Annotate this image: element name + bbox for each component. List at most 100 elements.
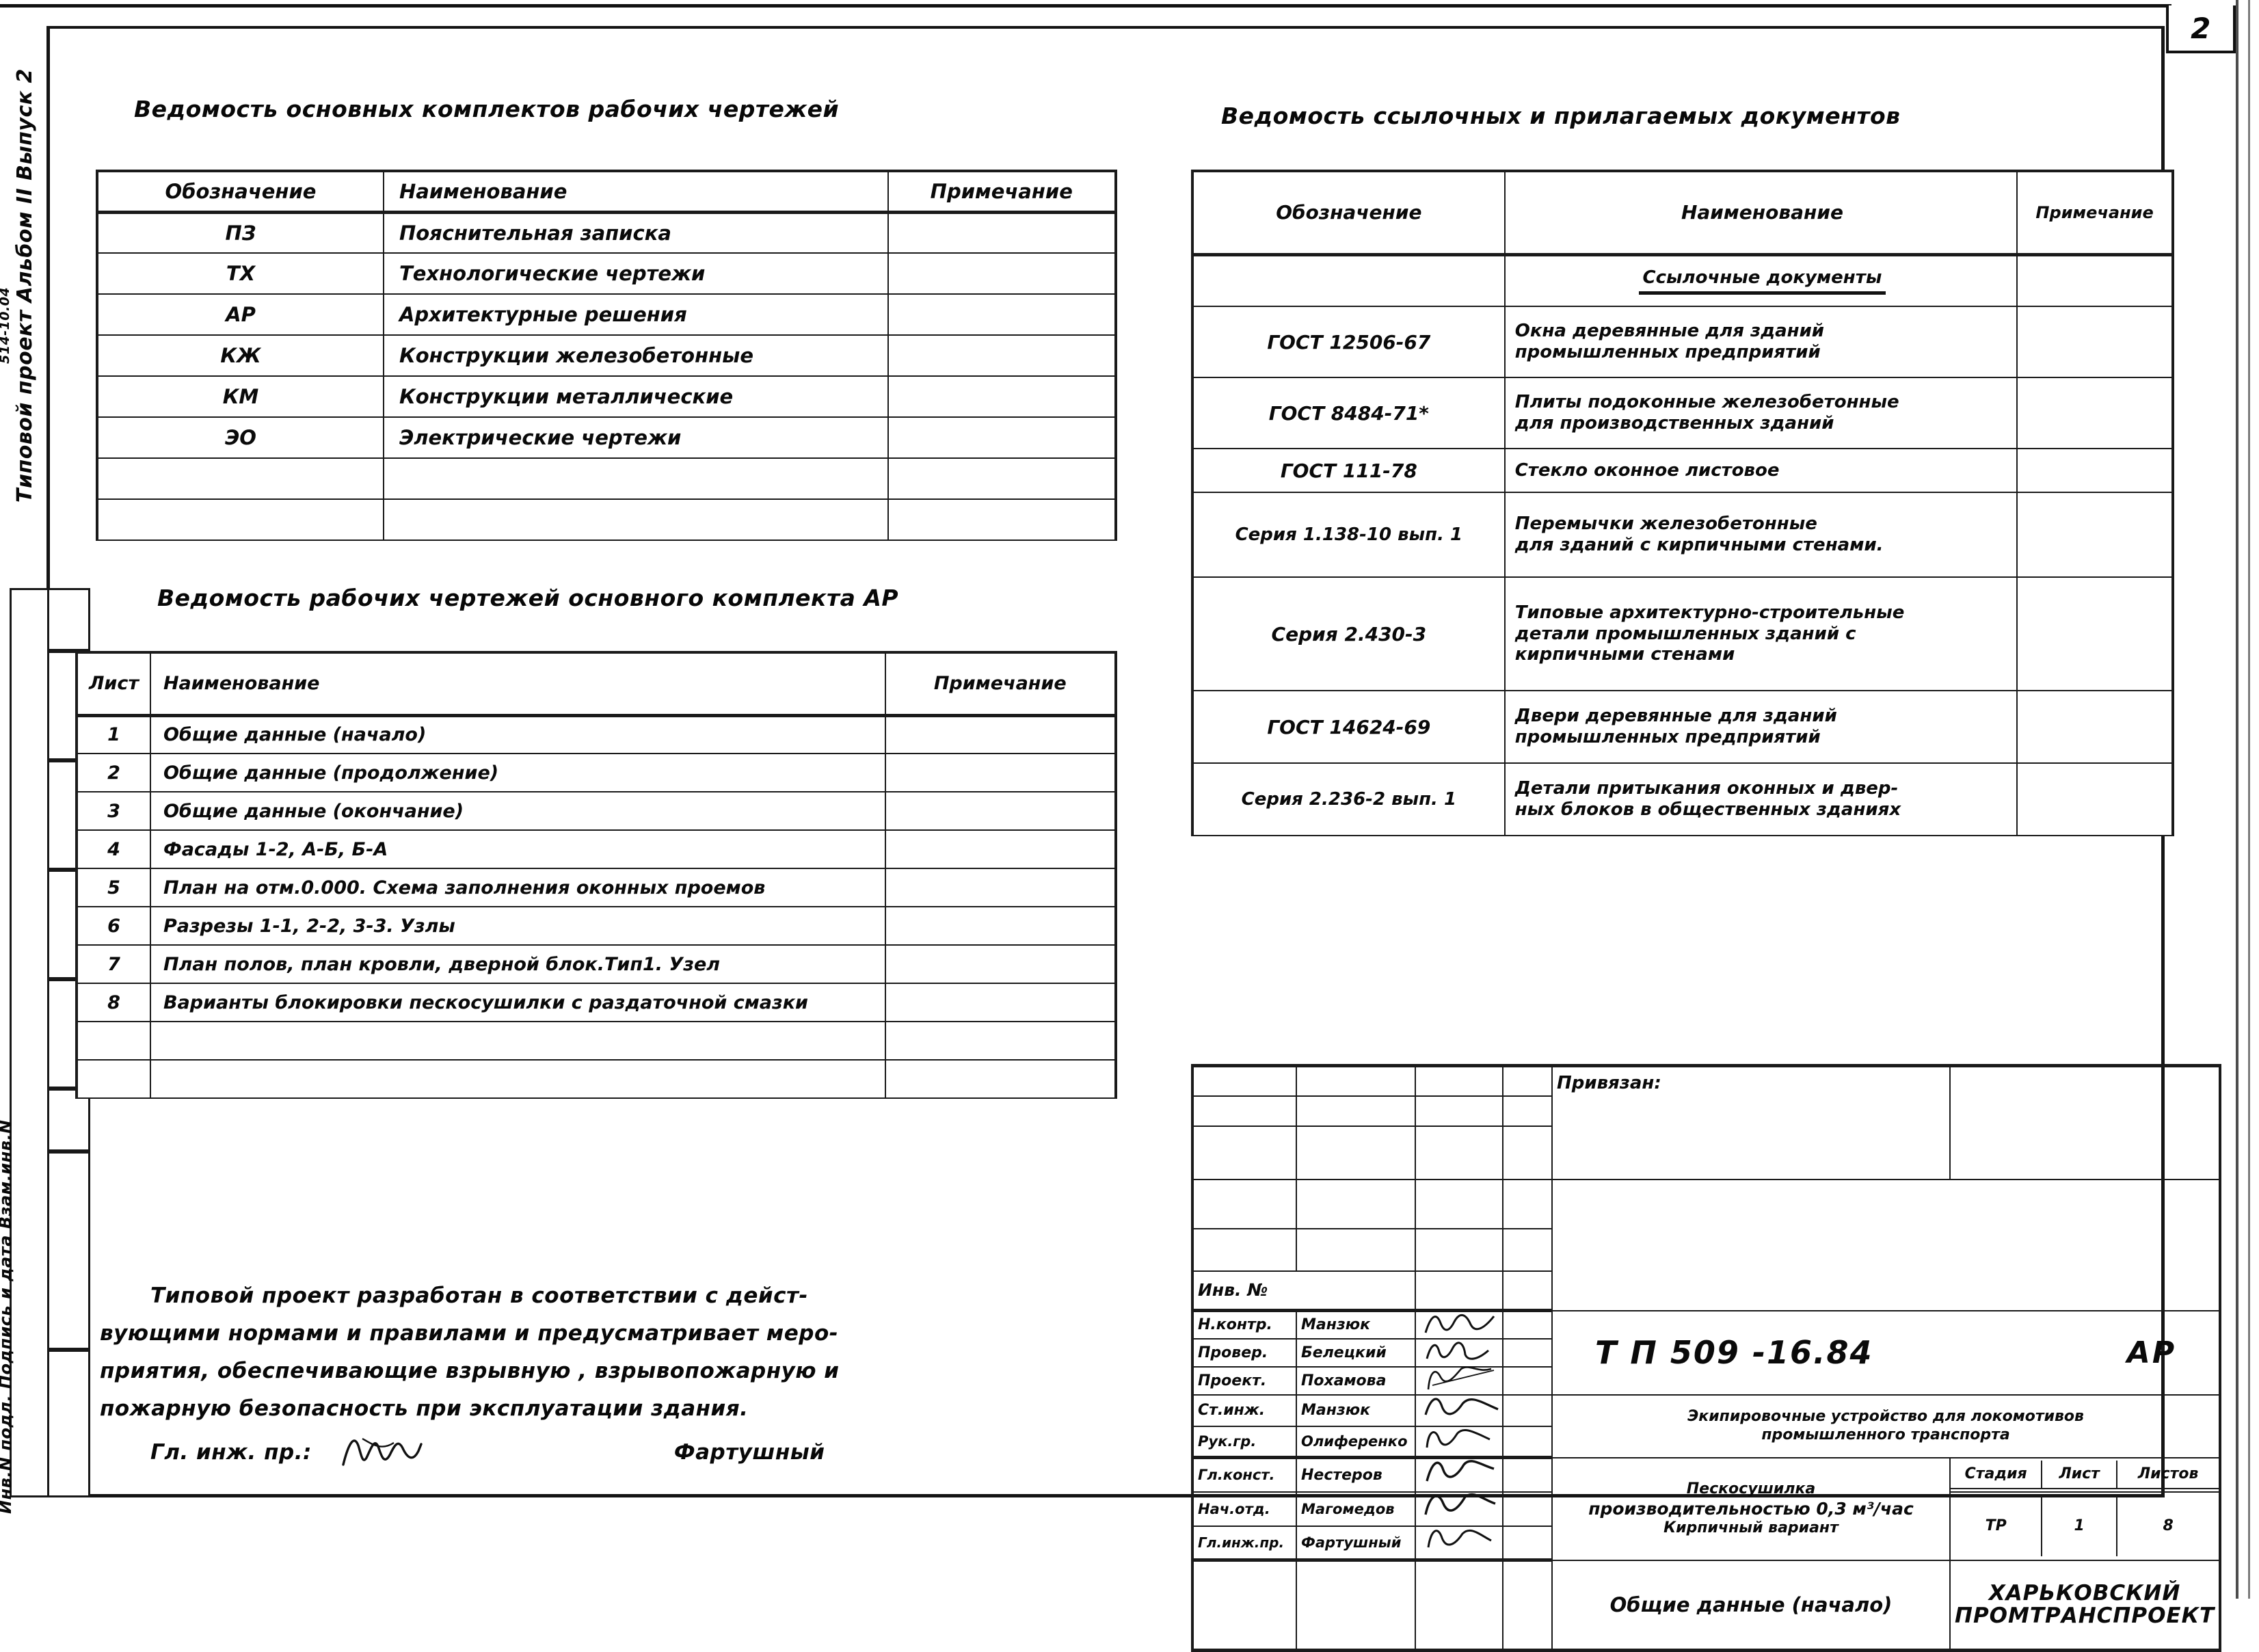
section-code-empty xyxy=(1191,254,1506,307)
row-code: ПЗ xyxy=(96,211,384,254)
stage-value-row: ТР 1 8 xyxy=(1951,1495,2219,1556)
signature-scribble-icon xyxy=(1420,1396,1499,1426)
sheet-total: 8 xyxy=(2163,1517,2174,1534)
signature-scribble-icon xyxy=(1420,1427,1498,1456)
sheet-top-border xyxy=(0,4,2171,8)
col-header-name: Наименование xyxy=(1503,170,2018,256)
row-code: Серия 2.236-2 вып. 1 xyxy=(1191,762,1506,836)
row-note xyxy=(887,416,1118,459)
table-header-row: Обозначение Наименование Примечание xyxy=(1191,170,2174,256)
row-note xyxy=(884,1059,1117,1099)
table-row: КЖ Конструкции железобетонные xyxy=(96,334,1118,377)
margin-project-label: Типовой проект Альбом II Выпуск 2 xyxy=(13,68,37,503)
table-row: АР Архитектурные решения xyxy=(96,293,1118,336)
revision-row xyxy=(1191,1095,2220,1127)
signature-row: Нач.отд. Магомедов ТР 1 8 xyxy=(1191,1491,2222,1561)
row-note xyxy=(884,983,1117,1022)
table-row: 6 Разрезы 1-1, 2-2, 3-3. Узлы xyxy=(75,906,1117,946)
footer-blank-cell xyxy=(1191,1559,1297,1652)
row-note xyxy=(887,375,1118,418)
row-note xyxy=(887,211,1118,254)
sheet-title: Общие данные (начало) xyxy=(1609,1593,1893,1616)
inventory-row: Инв. № xyxy=(1191,1270,2220,1312)
col-header-designation: Обозначение xyxy=(96,170,384,214)
row-code: ГОСТ 8484-71* xyxy=(1191,377,1506,449)
revision-cell xyxy=(1502,1095,1553,1127)
row-note xyxy=(887,252,1118,295)
revision-cell xyxy=(1191,1095,1297,1127)
project-code: Т П 509 -16.84 xyxy=(1595,1334,1873,1371)
page-number-box: 2 xyxy=(2166,5,2236,53)
row-note xyxy=(884,868,1117,907)
sheet-number: 1 xyxy=(2042,1495,2118,1556)
signature-row: Гл.конст. Нестеров Пескосушилка производ… xyxy=(1191,1456,2222,1561)
revision-cell xyxy=(1191,1125,1297,1180)
person-name: Манзюк xyxy=(1296,1309,1416,1340)
object-name-cell: Экипировочные устройство для локомотивов… xyxy=(1551,1394,2222,1458)
revision-row: Привязан: xyxy=(1191,1064,2222,1180)
row-name: Двери деревянные для зданий промышленных… xyxy=(1503,690,2018,764)
row-name: Технологические чертежи xyxy=(382,252,889,295)
revision-cell xyxy=(1296,1125,1416,1180)
row-note xyxy=(884,829,1117,869)
row-code xyxy=(96,498,384,541)
table-main-sets-title: Ведомость основных комплектов рабочих че… xyxy=(134,96,840,122)
row-note xyxy=(884,753,1117,792)
row-sheet xyxy=(75,1059,151,1099)
signature-row: Ст.инж. Манзюк Экипировочные устройство … xyxy=(1191,1394,2222,1458)
table-row: ГОСТ 12506-67 Окна деревянные для зданий… xyxy=(1191,306,2174,378)
row-code: ГОСТ 14624-69 xyxy=(1191,690,1506,764)
row-name: План на отм.0.000. Схема заполнения окон… xyxy=(149,868,886,907)
page-number: 2 xyxy=(2191,11,2211,45)
table-reference-docs-title: Ведомость ссылочных и прилагаемых докуме… xyxy=(1221,103,1901,129)
row-note xyxy=(887,293,1118,336)
row-name xyxy=(382,498,889,541)
organization-cell: ХАРЬКОВСКИЙ ПРОМТРАНСПРОЕКТ xyxy=(1949,1559,2222,1652)
revision-cell xyxy=(1296,1095,1416,1127)
revision-cell xyxy=(1191,1178,1297,1229)
date-cell xyxy=(1502,1365,1553,1396)
date-cell xyxy=(1502,1525,1553,1562)
signature-row: Гл.инж.пр. Фартушный xyxy=(1191,1525,2220,1562)
binding-open-cell xyxy=(1551,1178,2222,1311)
table-row xyxy=(96,498,1118,541)
col-header-name: Наименование xyxy=(382,170,889,214)
row-name xyxy=(382,457,889,500)
note-signature-name: Фартушный xyxy=(673,1440,825,1465)
date-cell xyxy=(1502,1491,1553,1527)
table-row: 3 Общие данные (окончание) xyxy=(75,791,1117,831)
col-header-sheet: Лист xyxy=(75,651,151,717)
row-name: Общие данные (продолжение) xyxy=(149,753,886,792)
revision-cell xyxy=(1415,1227,1503,1272)
person-name: Фартушный xyxy=(1296,1525,1416,1562)
table-row xyxy=(75,1021,1117,1061)
section-heading-cell: Ссылочные документы xyxy=(1503,254,2018,307)
subject-line: Пескосушилка xyxy=(1686,1480,1816,1498)
role-label: Гл.конст. xyxy=(1191,1456,1297,1493)
row-name: Общие данные (начало) xyxy=(149,715,886,754)
row-note xyxy=(884,1021,1117,1061)
revision-cell xyxy=(1502,1227,1553,1272)
table-row: КМ Конструкции металлические xyxy=(96,375,1118,418)
row-name: Разрезы 1-1, 2-2, 3-3. Узлы xyxy=(149,906,886,946)
revision-cell xyxy=(1191,1227,1297,1272)
signature-row: Провер. Белецкий xyxy=(1191,1337,2220,1368)
table-ar-sheets: Лист Наименование Примечание 1 Общие данн… xyxy=(75,651,1117,1099)
row-code: КЖ xyxy=(96,334,384,377)
row-name: Перемычки железобетонные для зданий с ки… xyxy=(1503,492,2018,578)
person-name: Олиференко xyxy=(1296,1425,1416,1459)
row-name-line: детали промышленных зданий с xyxy=(1514,623,1856,644)
stage-header: Стадия xyxy=(1951,1460,2043,1489)
row-code xyxy=(96,457,384,500)
binding-cell: Привязан: xyxy=(1551,1064,1951,1180)
table-reference-docs: Обозначение Наименование Примечание Ссыл… xyxy=(1191,170,2174,836)
signature-cell xyxy=(1415,1525,1503,1562)
col-header-designation: Обозначение xyxy=(1191,170,1506,256)
role-label: Рук.гр. xyxy=(1191,1425,1297,1459)
signature-cell xyxy=(1415,1491,1503,1527)
table-row: Серия 1.138-10 вып. 1 Перемычки железобе… xyxy=(1191,492,2174,578)
row-sheet: 3 xyxy=(75,791,151,831)
table-header-row: Лист Наименование Примечание xyxy=(75,651,1117,717)
row-name-line: Типовые архитектурно-строительные xyxy=(1514,602,1905,623)
